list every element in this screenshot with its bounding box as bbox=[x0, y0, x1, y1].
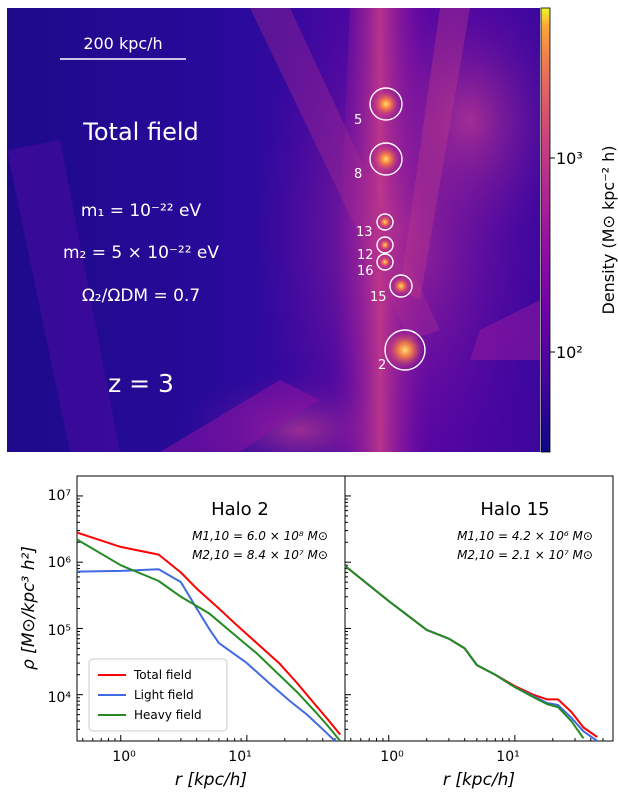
x-axis-label-left: r [kpc/h] bbox=[175, 770, 247, 790]
colorbar-tick-1000: 10³ bbox=[556, 149, 583, 168]
y-tick-1e7: 10⁷ bbox=[48, 488, 71, 504]
halo-label-5: 5 bbox=[354, 113, 362, 128]
halo-label-2: 2 bbox=[378, 358, 386, 373]
panel-1-annotation-2: M2,10 = 8.4 × 10⁷ M⊙ bbox=[192, 548, 328, 562]
y-axis-label: ρ [M⊙/kpc³ h²] bbox=[19, 546, 39, 670]
legend: Total field Light field Heavy field bbox=[88, 658, 228, 732]
x-tick-1e1-right: 10¹ bbox=[496, 749, 519, 765]
colorbar-tick-100: 10² bbox=[556, 343, 583, 362]
halo-16-ring bbox=[376, 253, 394, 271]
halo-12-ring bbox=[376, 236, 394, 254]
profile-panels: Halo 2 M1,10 = 6.0 × 10⁸ M⊙ M2,10 = 8.4 … bbox=[19, 475, 614, 790]
series-line-light-field-panel-1 bbox=[76, 568, 336, 742]
halo-label-8: 8 bbox=[354, 167, 362, 182]
halo-13-ring bbox=[376, 213, 394, 231]
halo-15-ring bbox=[389, 274, 413, 298]
panel-1-annotation-1: M1,10 = 6.0 × 10⁸ M⊙ bbox=[192, 529, 328, 543]
omega-ratio-label: Ω₂/ΩDM = 0.7 bbox=[82, 286, 200, 306]
legend-label-light: Light field bbox=[134, 688, 194, 702]
y-tick-1e5: 10⁵ bbox=[48, 623, 71, 639]
panel-halo-15-frame bbox=[344, 475, 614, 742]
legend-label-total: Total field bbox=[133, 668, 192, 682]
panel-2-title: Halo 15 bbox=[480, 499, 549, 520]
halo-8-ring bbox=[369, 142, 403, 176]
redshift-label: z = 3 bbox=[108, 369, 174, 398]
legend-label-heavy: Heavy field bbox=[134, 708, 202, 722]
x-tick-1e0-right: 10⁰ bbox=[380, 749, 404, 765]
halo-label-12: 12 bbox=[357, 248, 374, 263]
scale-bar-label: 200 kpc/h bbox=[83, 34, 162, 53]
halo-label-16: 16 bbox=[357, 264, 374, 279]
field-title: Total field bbox=[82, 118, 198, 146]
colorbar-label: Density (M⊙ kpc⁻² h) bbox=[599, 146, 618, 315]
panel-1-title: Halo 2 bbox=[211, 499, 269, 520]
series-line-heavy-field-panel-2 bbox=[344, 565, 585, 739]
panel-2-annotation-1: M1,10 = 4.2 × 10⁶ M⊙ bbox=[457, 529, 593, 543]
x-axis-label-right: r [kpc/h] bbox=[443, 770, 515, 790]
x-tick-1e0-left: 10⁰ bbox=[112, 749, 136, 765]
mass-1-label: m₁ = 10⁻²² eV bbox=[81, 201, 202, 221]
halo-2-ring bbox=[384, 329, 426, 371]
colorbar: 10³ 10² Density (M⊙ kpc⁻² h) bbox=[540, 7, 618, 453]
y-tick-1e6: 10⁶ bbox=[48, 555, 72, 571]
halo-label-13: 13 bbox=[356, 225, 373, 240]
y-tick-1e4: 10⁴ bbox=[48, 690, 72, 706]
panel-2-annotation-2: M2,10 = 2.1 × 10⁷ M⊙ bbox=[457, 548, 593, 562]
density-map: 5 8 13 12 16 15 2 200 kpc/h Total field … bbox=[7, 8, 540, 452]
halo-label-15: 15 bbox=[370, 290, 387, 305]
series-line-light-field-panel-2 bbox=[344, 565, 598, 742]
series-line-total-field-panel-2 bbox=[344, 565, 598, 738]
mass-2-label: m₂ = 5 × 10⁻²² eV bbox=[63, 243, 219, 263]
series-line-total-field-panel-1 bbox=[76, 531, 341, 736]
x-tick-1e1-left: 10¹ bbox=[228, 749, 251, 765]
halo-5-ring bbox=[369, 87, 403, 121]
series-line-heavy-field-panel-1 bbox=[76, 538, 341, 742]
